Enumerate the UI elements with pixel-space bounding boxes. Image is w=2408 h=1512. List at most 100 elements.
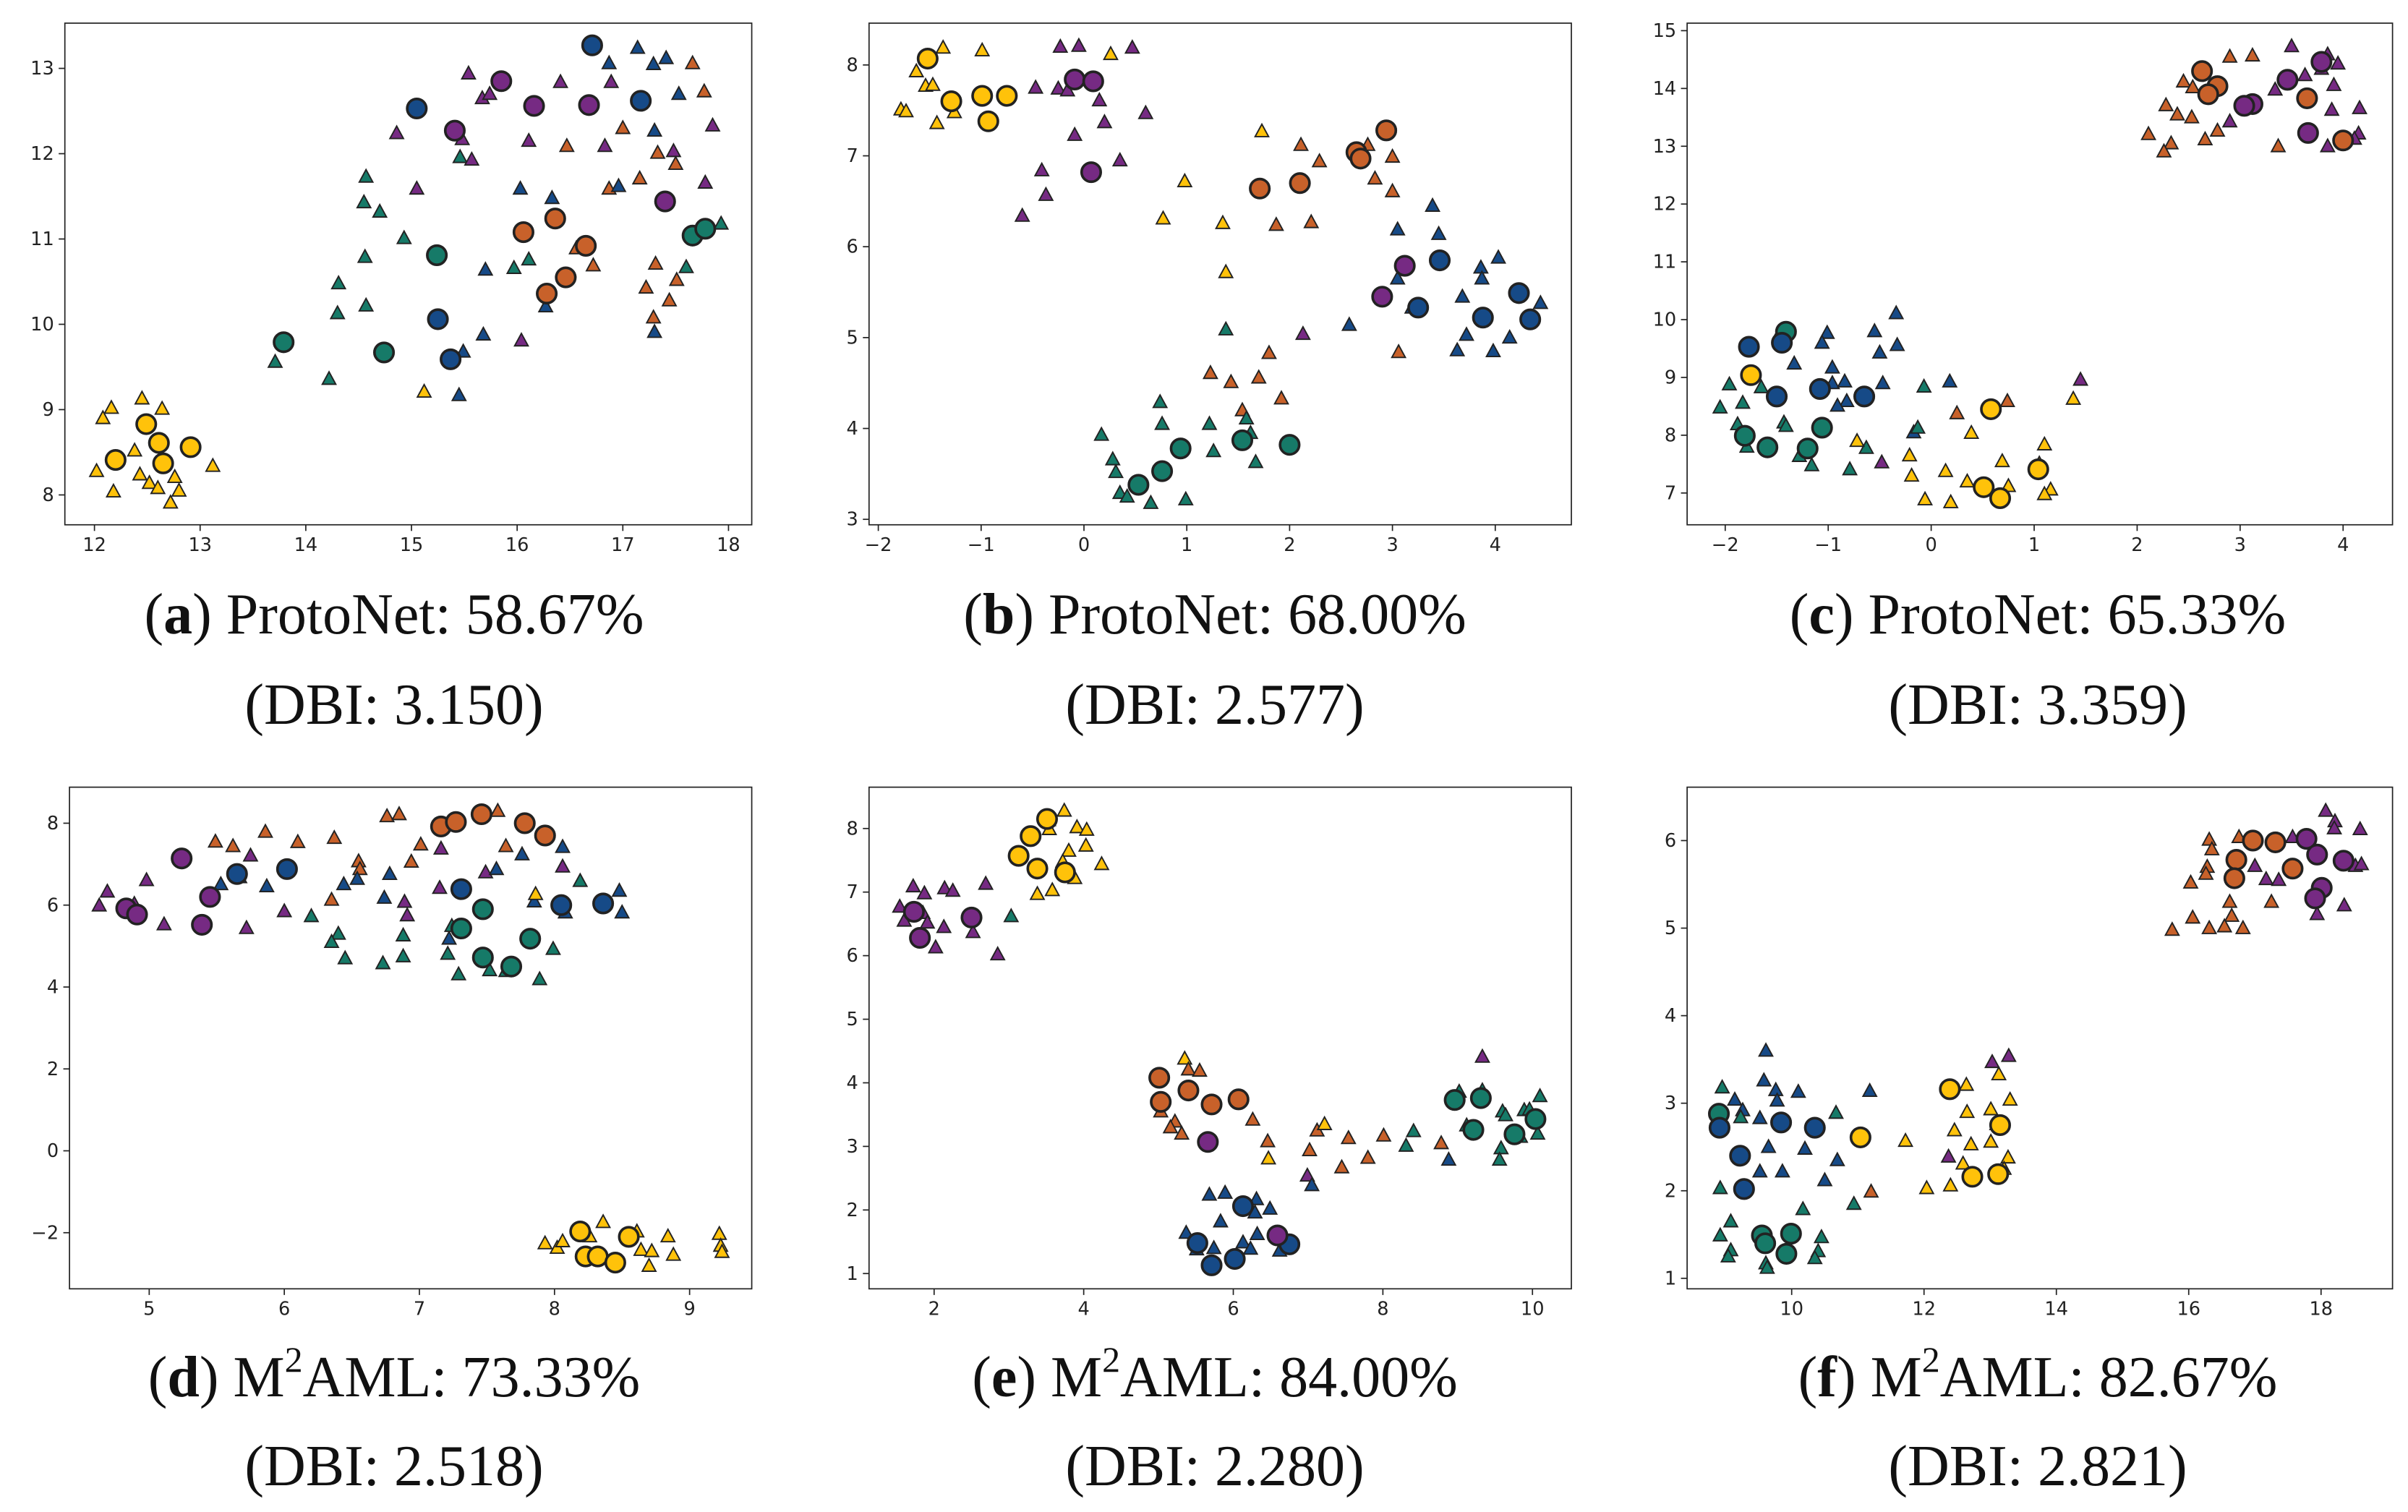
- triangle-point: [1154, 415, 1171, 430]
- triangle-point: [1774, 1163, 1790, 1178]
- y-tick-label: 0: [47, 1140, 59, 1162]
- triangle-point: [1205, 1239, 1222, 1255]
- triangle-point: [1391, 343, 1407, 359]
- x-tick-label: −1: [1814, 534, 1842, 556]
- y-tick-label: 8: [847, 818, 858, 840]
- circle-point: [1939, 1078, 1961, 1101]
- triangle-point: [898, 103, 914, 118]
- circle-point: [500, 955, 523, 978]
- triangle-point: [351, 860, 368, 876]
- triangle-point: [927, 939, 944, 954]
- triangle-point: [1819, 324, 1835, 339]
- triangle-point: [611, 882, 628, 897]
- triangle-point: [2164, 921, 2180, 936]
- triangle-point: [330, 925, 346, 940]
- triangle-point: [629, 39, 646, 54]
- circle-point: [372, 341, 396, 364]
- triangle-point: [207, 833, 223, 848]
- triangle-point: [267, 353, 283, 368]
- triangle-point: [1959, 472, 1976, 488]
- triangle-point: [615, 119, 631, 134]
- triangle-point: [1858, 439, 1874, 454]
- triangle-point: [1384, 148, 1401, 163]
- circle-point: [523, 95, 545, 117]
- circle-point: [1227, 1088, 1250, 1111]
- y-tick-label: 3: [847, 1136, 858, 1158]
- triangle-point: [2284, 38, 2300, 53]
- triangle-point: [440, 945, 456, 960]
- x-tick-label: 8: [1377, 1299, 1388, 1320]
- triangle-point: [646, 121, 663, 137]
- triangle-point: [665, 142, 682, 158]
- circle-point: [1278, 434, 1301, 456]
- triangle-point: [1201, 415, 1218, 430]
- triangle-point: [403, 853, 419, 868]
- triangle-point: [2271, 871, 2287, 887]
- triangle-point: [1333, 1158, 1350, 1174]
- circle-point: [445, 811, 467, 833]
- triangle-point: [1249, 1225, 1265, 1241]
- triangle-point: [2185, 909, 2201, 924]
- circle-point: [977, 110, 999, 132]
- caption-f-dbi: (DBI: 2.821): [1888, 1435, 2187, 1498]
- triangle-point: [1311, 153, 1328, 168]
- triangle-point: [1838, 392, 1855, 408]
- circle-point: [152, 452, 174, 474]
- circle-point: [1765, 385, 1788, 408]
- circle-point: [1080, 161, 1103, 184]
- y-tick-label: 10: [30, 314, 54, 336]
- triangle-point: [905, 877, 921, 893]
- triangle-point: [326, 829, 343, 845]
- triangle-point: [395, 947, 411, 962]
- triangle-point: [1273, 390, 1289, 405]
- x-tick-label: 9: [683, 1299, 695, 1320]
- circle-point: [2191, 60, 2213, 82]
- triangle-point: [1254, 122, 1270, 137]
- circle-point: [426, 244, 448, 266]
- circle-point: [536, 282, 558, 305]
- circle-point: [1231, 429, 1254, 451]
- x-tick-label: 10: [1780, 1299, 1803, 1320]
- triangle-point: [1940, 1148, 1957, 1163]
- x-tick-label: 2: [928, 1299, 940, 1320]
- caption-method: M: [1051, 1346, 1103, 1409]
- triangle-point: [166, 468, 183, 484]
- circle-point: [1503, 1123, 1526, 1145]
- circle-point: [2310, 51, 2333, 73]
- triangle-point: [416, 383, 432, 398]
- triangle-point: [1124, 39, 1140, 54]
- triangle-point: [2000, 1047, 2017, 1062]
- circle-point: [1177, 1079, 1200, 1102]
- x-tick-label: 4: [1490, 534, 1501, 556]
- circle-point: [1443, 1089, 1466, 1111]
- circle-point: [450, 878, 472, 900]
- caption-method-tail: AML: [302, 1346, 432, 1409]
- triangle-point: [1874, 375, 1891, 390]
- triangle-point: [555, 858, 571, 873]
- triangle-point: [349, 870, 365, 885]
- triangle-point: [1029, 885, 1046, 900]
- circle-point: [148, 432, 170, 454]
- triangle-point: [908, 62, 925, 77]
- y-tick-label: 3: [847, 509, 858, 531]
- triangle-point: [526, 892, 542, 907]
- circle-point: [1186, 1231, 1208, 1255]
- circle-point: [427, 308, 449, 330]
- triangle-point: [645, 309, 662, 324]
- circle-point: [1973, 476, 1995, 498]
- triangle-point: [1474, 270, 1490, 285]
- triangle-point: [323, 891, 340, 906]
- triangle-point: [1052, 38, 1069, 54]
- triangle-point: [1721, 375, 1738, 390]
- circle-point: [470, 803, 492, 826]
- triangle-point: [1389, 221, 1406, 236]
- y-tick-label: 6: [47, 894, 59, 916]
- caption-label: b: [963, 583, 1034, 646]
- y-tick-label: 7: [847, 145, 858, 167]
- triangle-point: [1433, 1135, 1449, 1150]
- triangle-point: [1777, 417, 1794, 432]
- triangle-point: [1367, 170, 1383, 185]
- triangle-point: [658, 49, 675, 64]
- y-tick-label: 12: [1653, 194, 1677, 215]
- triangle-point: [944, 882, 961, 897]
